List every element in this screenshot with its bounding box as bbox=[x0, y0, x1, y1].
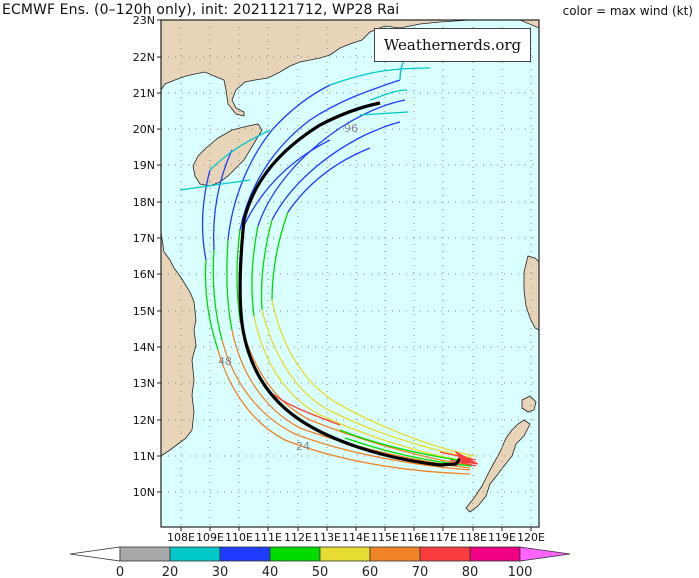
land-mindoro bbox=[521, 395, 537, 413]
svg-text:30: 30 bbox=[212, 565, 229, 578]
hour-label: 24 bbox=[296, 440, 310, 453]
colorbar-labels: 0 20 30 40 50 60 70 80 100 bbox=[116, 565, 533, 578]
lat-axis: 23N 22N 21N 20N 19N 18N 17N 16N 15N 14N … bbox=[133, 14, 161, 499]
svg-text:17N: 17N bbox=[133, 232, 155, 245]
initial-position-arrow bbox=[454, 450, 479, 465]
svg-text:113E: 113E bbox=[313, 531, 341, 544]
colorbar-over bbox=[519, 546, 571, 562]
svg-text:111E: 111E bbox=[254, 531, 282, 544]
svg-text:109E: 109E bbox=[196, 531, 224, 544]
svg-text:110E: 110E bbox=[225, 531, 253, 544]
svg-text:108E: 108E bbox=[167, 531, 195, 544]
color-legend-caption: color = max wind (kt) bbox=[562, 4, 693, 18]
svg-text:16N: 16N bbox=[133, 268, 155, 281]
hour-label: 48 bbox=[218, 355, 232, 368]
svg-text:60: 60 bbox=[362, 565, 379, 578]
land-palawan bbox=[465, 419, 531, 513]
colorbar-under bbox=[69, 546, 121, 562]
svg-text:100: 100 bbox=[508, 565, 533, 578]
hour-label: 96 bbox=[344, 122, 358, 135]
svg-text:118E: 118E bbox=[459, 531, 487, 544]
svg-text:116E: 116E bbox=[400, 531, 428, 544]
svg-text:20N: 20N bbox=[133, 123, 155, 136]
lon-axis: 108E 109E 110E 111E 112E 113E 114E 115E … bbox=[167, 527, 545, 544]
svg-text:15N: 15N bbox=[133, 305, 155, 318]
svg-text:40: 40 bbox=[262, 565, 279, 578]
svg-text:18N: 18N bbox=[133, 196, 155, 209]
svg-text:11N: 11N bbox=[133, 450, 155, 463]
svg-text:14N: 14N bbox=[133, 341, 155, 354]
land-china bbox=[161, 20, 539, 117]
svg-text:12N: 12N bbox=[133, 414, 155, 427]
mean-track bbox=[238, 101, 464, 467]
svg-text:13N: 13N bbox=[133, 377, 155, 390]
svg-text:10N: 10N bbox=[133, 486, 155, 499]
graticule bbox=[161, 20, 539, 527]
svg-text:119E: 119E bbox=[488, 531, 516, 544]
svg-text:22N: 22N bbox=[133, 51, 155, 64]
weathernerds-logo: Weathernerds.org bbox=[374, 28, 531, 62]
svg-text:120E: 120E bbox=[517, 531, 545, 544]
ensemble-tracks bbox=[179, 51, 477, 475]
svg-text:114E: 114E bbox=[342, 531, 370, 544]
svg-text:117E: 117E bbox=[429, 531, 457, 544]
svg-text:80: 80 bbox=[462, 565, 479, 578]
chart-title: ECMWF Ens. (0–120h only), init: 20211217… bbox=[2, 2, 400, 18]
svg-text:112E: 112E bbox=[284, 531, 312, 544]
svg-text:19N: 19N bbox=[133, 159, 155, 172]
svg-text:70: 70 bbox=[412, 565, 429, 578]
colorbar bbox=[69, 546, 571, 562]
svg-text:23N: 23N bbox=[133, 14, 155, 27]
svg-text:20: 20 bbox=[162, 565, 179, 578]
svg-text:115E: 115E bbox=[371, 531, 399, 544]
svg-text:0: 0 bbox=[116, 565, 124, 578]
land-vietnam bbox=[161, 231, 197, 457]
svg-text:50: 50 bbox=[312, 565, 329, 578]
svg-text:21N: 21N bbox=[133, 87, 155, 100]
